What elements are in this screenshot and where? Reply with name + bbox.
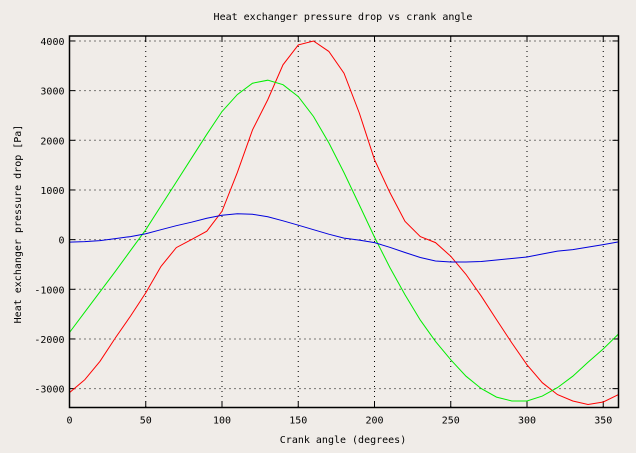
series-line-2 [69, 213, 619, 263]
series-group [69, 40, 619, 406]
y-tick-label: 1000 [40, 186, 64, 197]
x-tick-label: 150 [289, 416, 307, 427]
series-line-0 [69, 40, 619, 406]
y-tick-label: -1000 [34, 285, 64, 296]
grid [69, 36, 619, 408]
y-tick-label: 4000 [40, 37, 64, 48]
x-tick-label: 250 [442, 416, 460, 427]
ticks: 0 50 100 150 200 250 300 350 -3000 -2000 -1000 0 100… [34, 36, 619, 427]
x-tick-label: 0 [66, 416, 72, 427]
series-line-1 [69, 79, 619, 402]
x-tick-label: 200 [365, 416, 383, 427]
chart-title: Heat exchanger pressure drop vs crank an… [214, 12, 473, 23]
y-tick-label: -2000 [34, 335, 64, 346]
y-tick-label: -3000 [34, 385, 64, 396]
x-tick-label: 100 [213, 416, 231, 427]
y-axis-label: Heat exchanger pressure drop [Pa] [13, 125, 24, 324]
x-tick-label: 350 [594, 416, 612, 427]
y-tick-label: 0 [58, 236, 64, 247]
x-tick-label: 50 [140, 416, 152, 427]
y-tick-label: 2000 [40, 136, 64, 147]
x-axis-label: Crank angle (degrees) [280, 435, 406, 446]
x-tick-label: 300 [518, 416, 536, 427]
y-tick-label: 3000 [40, 87, 64, 98]
plot-frame [68, 35, 620, 409]
